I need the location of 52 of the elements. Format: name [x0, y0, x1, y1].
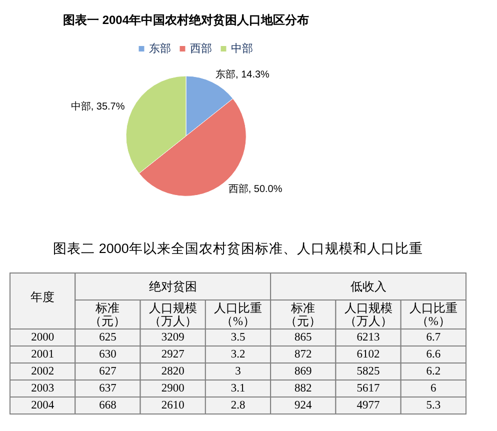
x-tick-label: 标准（元） — [285, 301, 322, 328]
text: 绝对贫困 — [148, 280, 197, 294]
data-label: 2900 — [161, 382, 185, 394]
y-tick-label: 2000 — [31, 332, 54, 344]
data-label: 东部, 14.3% — [216, 68, 270, 81]
data-label: 625 — [99, 332, 117, 344]
data-label: 5825 — [356, 366, 380, 378]
y-tick-label: 2004 — [31, 400, 54, 412]
data-label: 3.1 — [230, 382, 246, 394]
legend-label: 中部 — [231, 42, 253, 55]
data-label: 3209 — [161, 332, 185, 344]
data-label: 2610 — [161, 400, 185, 412]
y-tick-label: 2001 — [31, 348, 54, 360]
data-label: 5617 — [356, 382, 380, 394]
data-label: 3.5 — [230, 332, 246, 344]
data-label: 4977 — [356, 400, 380, 412]
x-tick-label: 人口规模（万人） — [344, 301, 392, 328]
data-label: 872 — [294, 348, 312, 360]
data-label: 865 — [294, 332, 312, 344]
data-label: 西部, 50.0% — [228, 183, 282, 196]
y-tick-label: 2003 — [31, 382, 54, 394]
data-label: 627 — [99, 366, 117, 378]
legend-label: 东部 — [149, 42, 171, 55]
x-tick-label: 人口比重（%） — [214, 301, 262, 328]
x-tick-label: 人口比重（%） — [409, 301, 458, 328]
data-label: 6.2 — [426, 366, 441, 378]
data-label: 5.3 — [426, 400, 441, 412]
legend-label: 西部 — [190, 42, 212, 55]
data-label: 6102 — [356, 348, 380, 360]
data-label: 3.2 — [230, 348, 246, 360]
data-label: 6213 — [356, 332, 380, 344]
data-label: 882 — [294, 382, 312, 394]
data-label: 630 — [99, 348, 117, 360]
x-tick-label: 标准（元） — [90, 301, 126, 328]
chart-title: 图表一 2004年中国农村绝对贫困人口地区分布 — [62, 13, 310, 27]
data-label: 2820 — [161, 366, 185, 378]
data-label: 6.6 — [426, 348, 441, 360]
data-label: 924 — [294, 400, 312, 412]
data-label: 6 — [430, 382, 437, 394]
data-label: 869 — [294, 366, 312, 378]
y-tick-label: 2002 — [31, 366, 54, 378]
y-axis-title: 年度 — [30, 290, 55, 304]
data-label: 2927 — [161, 348, 185, 360]
data-label: 668 — [99, 400, 117, 412]
data-label: 637 — [99, 382, 117, 394]
data-label: 中部, 35.7% — [70, 100, 125, 112]
text: 低收入 — [350, 280, 386, 294]
x-tick-label: 人口规模（万人） — [148, 301, 197, 328]
data-label: 2.8 — [230, 400, 246, 412]
chart-title: 图表二 2000年以来全国农村贫困标准、人口规模和人口比重 — [53, 241, 423, 256]
data-label: 3 — [235, 366, 242, 378]
data-label: 6.7 — [426, 332, 441, 344]
